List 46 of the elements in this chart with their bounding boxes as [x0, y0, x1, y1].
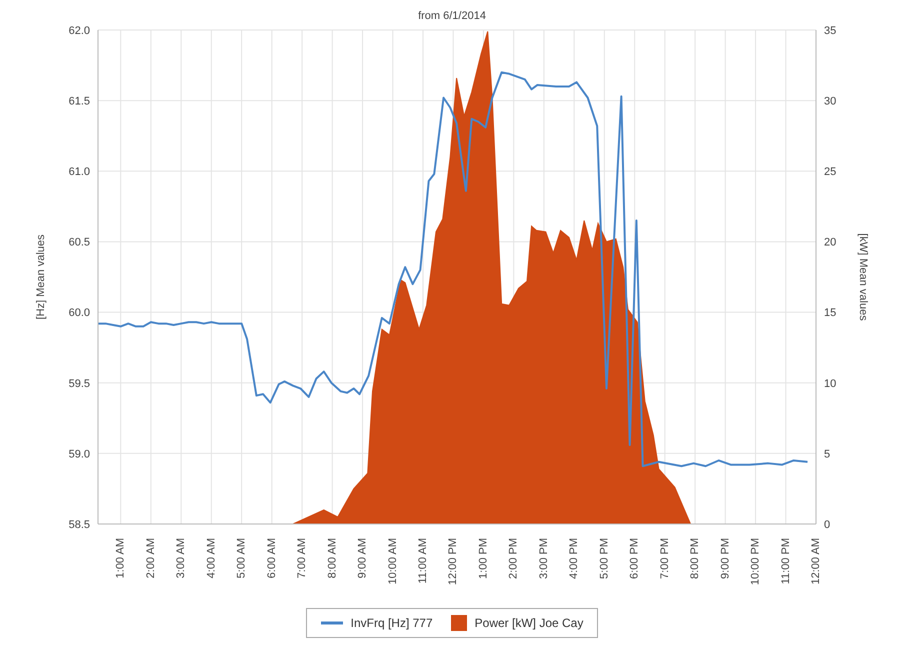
x-tick-label: 1:00 AM	[114, 538, 127, 578]
x-tick-label: 1:00 PM	[477, 538, 490, 579]
x-tick-label: 7:00 AM	[296, 538, 308, 578]
x-tick-label: 11:00 PM	[780, 538, 792, 584]
legend-label: InvFrq [Hz] 777	[350, 616, 433, 630]
x-tick-label: 2:00 PM	[508, 538, 520, 579]
y2-tick-label: 35	[824, 24, 836, 37]
x-tick-label: 9:00 AM	[356, 538, 369, 578]
x-tick-label: 3:00 PM	[538, 538, 550, 579]
x-tick-label: 6:00 PM	[628, 538, 641, 579]
y-tick-label: 59.5	[68, 378, 90, 390]
x-tick-label: 12:00 AM	[810, 538, 822, 584]
x-tick-label: 12:00 PM	[447, 538, 460, 586]
x-tick-label: 4:00 PM	[568, 538, 580, 579]
y-tick-label: 59.0	[68, 448, 90, 460]
y-tick-label: 60.0	[68, 307, 90, 320]
x-tick-label: 5:00 AM	[236, 538, 248, 578]
y-tick-label: 61.0	[68, 166, 90, 178]
y-axis-title: [Hz] Mean values	[34, 234, 47, 320]
x-tick-label: 10:00 PM	[750, 538, 762, 586]
y2-tick-label: 30	[824, 95, 836, 108]
y-tick-label: 60.5	[68, 236, 90, 249]
x-tick-label: 10:00 AM	[386, 538, 399, 584]
x-tick-label: 4:00 AM	[205, 538, 218, 578]
line-series	[98, 71, 809, 468]
x-tick-label: 3:00 AM	[175, 538, 188, 578]
y-tick-label: 62.0	[68, 24, 90, 37]
y2-tick-label: 10	[824, 378, 836, 390]
x-tick-label: 8:00 PM	[689, 538, 702, 579]
chart-title: from 6/1/2014	[417, 9, 487, 22]
y2-tick-label: 20	[824, 236, 836, 249]
y2-tick-label: 0	[824, 518, 830, 531]
x-tick-label: 6:00 AM	[266, 538, 278, 578]
x-tick-label: 9:00 PM	[719, 538, 732, 579]
y2-axis-title: [kW] Mean values	[857, 233, 870, 322]
y2-tick-label: 5	[824, 448, 830, 460]
x-tick-label: 8:00 AM	[326, 538, 338, 578]
legend-label: Power [kW] Joe Cay	[474, 616, 584, 630]
y-tick-label: 58.5	[68, 518, 90, 531]
y2-tick-label: 15	[824, 307, 836, 320]
x-tick-label: 7:00 PM	[658, 538, 671, 579]
x-tick-label: 5:00 PM	[598, 538, 610, 579]
y-tick-label: 61.5	[68, 95, 90, 108]
y2-tick-label: 25	[824, 166, 836, 178]
x-tick-label: 2:00 AM	[144, 538, 157, 578]
x-tick-label: 11:00 AM	[416, 538, 429, 584]
